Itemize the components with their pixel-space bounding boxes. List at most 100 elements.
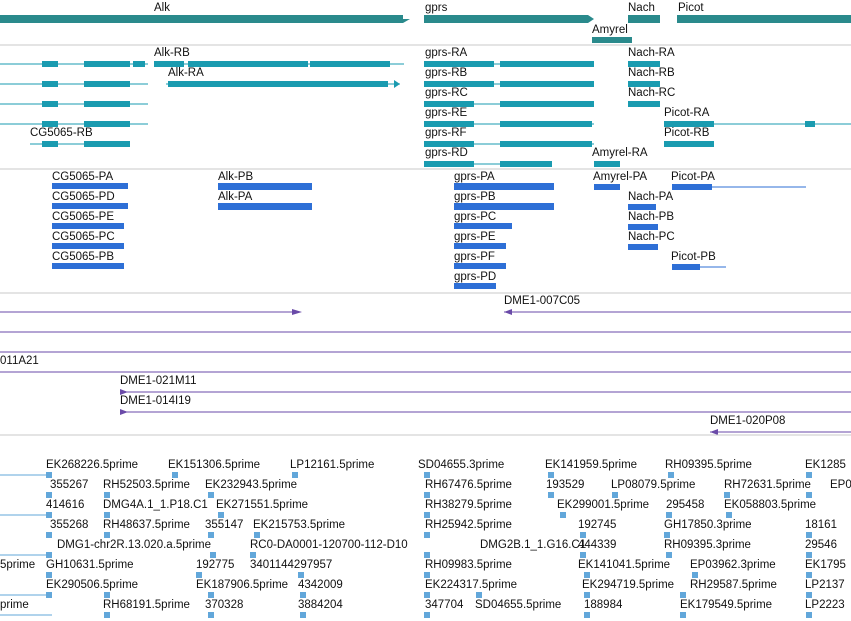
protein-label[interactable]: gprs-PE: [454, 231, 496, 243]
gene-label[interactable]: Picot: [678, 2, 704, 14]
transcript-label[interactable]: Amyrel-RA: [592, 147, 648, 159]
est-label[interactable]: 18161: [805, 519, 837, 531]
gene-glyph[interactable]: [592, 37, 632, 43]
protein-label[interactable]: gprs-PF: [454, 251, 495, 263]
est-label[interactable]: RH25942.5prime: [425, 519, 512, 531]
protein-label[interactable]: CG5065-PC: [52, 231, 115, 243]
transcript-label[interactable]: gprs-RA: [425, 47, 468, 59]
est-label[interactable]: EK294719.5prime: [582, 579, 675, 591]
est-label[interactable]: 355267: [50, 479, 89, 491]
est-label[interactable]: 295458: [666, 499, 705, 511]
protein-label[interactable]: Alk-PB: [218, 171, 254, 183]
est-label[interactable]: EK058803.5prime: [724, 499, 817, 511]
transcript-label[interactable]: Nach-RB: [628, 67, 675, 79]
gene-glyph[interactable]: [677, 15, 851, 23]
clone-label[interactable]: DME1-021M11: [120, 375, 197, 387]
est-label[interactable]: 192775: [196, 559, 235, 571]
est-label[interactable]: 4342009: [298, 579, 343, 591]
est-label[interactable]: GH17850.3prime: [664, 519, 752, 531]
est-label[interactable]: EK151306.5prime: [168, 459, 261, 471]
est-label[interactable]: RH09983.5prime: [425, 559, 512, 571]
est-label[interactable]: 347704: [425, 599, 464, 611]
est-label[interactable]: RH68191.5prime: [103, 599, 190, 611]
est-label[interactable]: SD04655.5prime: [475, 599, 562, 611]
est-label[interactable]: 444339: [578, 539, 617, 551]
est-label[interactable]: RH72631.5prime: [724, 479, 811, 491]
est-label[interactable]: RH09395.3prime: [664, 539, 751, 551]
est-label[interactable]: LP08079.5prime: [611, 479, 696, 491]
gene-label[interactable]: Alk: [154, 2, 170, 14]
est-label[interactable]: EP0: [830, 479, 851, 491]
transcript-label[interactable]: Alk-RA: [168, 67, 204, 79]
protein-label[interactable]: Amyrel-PA: [593, 171, 648, 183]
est-label[interactable]: EK141959.5prime: [545, 459, 638, 471]
transcript-label[interactable]: Picot-RB: [664, 127, 710, 139]
est-label[interactable]: EP03962.3prime: [690, 559, 776, 571]
est-label[interactable]: RH67476.5prime: [425, 479, 512, 491]
est-label[interactable]: EK271551.5prime: [216, 499, 309, 511]
est-label[interactable]: EK1285: [805, 459, 846, 471]
est-label[interactable]: DMG1-chr2R.13.020.a.5prime: [57, 539, 212, 551]
est-label[interactable]: EK187906.5prime: [196, 579, 289, 591]
protein-label[interactable]: gprs-PD: [454, 271, 497, 283]
est-label[interactable]: EK290506.5prime: [46, 579, 139, 591]
protein-label[interactable]: CG5065-PB: [52, 251, 115, 263]
clone-label[interactable]: 011A21: [0, 355, 39, 367]
est-label[interactable]: 355147: [205, 519, 244, 531]
protein-label[interactable]: Alk-PA: [218, 191, 253, 203]
est-label[interactable]: 414616: [46, 499, 85, 511]
est-label[interactable]: 3401144297957: [250, 559, 333, 571]
est-label[interactable]: prime: [0, 599, 29, 611]
clone-label[interactable]: DME1-020P08: [710, 415, 786, 427]
transcript-label[interactable]: Picot-RA: [664, 107, 710, 119]
gene-label[interactable]: Nach: [628, 2, 655, 14]
protein-label[interactable]: gprs-PB: [454, 191, 496, 203]
protein-label[interactable]: Picot-PB: [671, 251, 716, 263]
est-label[interactable]: EK232943.5prime: [205, 479, 298, 491]
est-label[interactable]: RH29587.5prime: [690, 579, 777, 591]
est-label[interactable]: EK224317.5prime: [425, 579, 518, 591]
est-label[interactable]: DMG4A.1_1.P18.C1: [103, 499, 208, 511]
est-label[interactable]: EK1795: [805, 559, 846, 571]
transcript-label[interactable]: Alk-RB: [154, 47, 190, 59]
protein-label[interactable]: Nach-PC: [628, 231, 675, 243]
clone-label[interactable]: DME1-007C05: [504, 295, 581, 307]
est-label[interactable]: LP2137: [805, 579, 845, 591]
protein-label[interactable]: CG5065-PD: [52, 191, 115, 203]
est-label[interactable]: LP12161.5prime: [290, 459, 375, 471]
transcript-label[interactable]: CG5065-RB: [30, 127, 93, 139]
est-label[interactable]: 355268: [50, 519, 89, 531]
protein-label[interactable]: CG5065-PA: [52, 171, 114, 183]
est-label[interactable]: EK141041.5prime: [578, 559, 671, 571]
protein-label[interactable]: gprs-PA: [454, 171, 495, 183]
est-label[interactable]: EK299001.5prime: [557, 499, 650, 511]
est-label[interactable]: RH48637.5prime: [103, 519, 190, 531]
est-label[interactable]: RC0-DA0001-120700-112-D10: [250, 539, 408, 551]
est-label[interactable]: GH10631.5prime: [46, 559, 134, 571]
protein-label[interactable]: gprs-PC: [454, 211, 497, 223]
est-label[interactable]: DMG2B.1_1.G16.C1: [480, 539, 587, 551]
transcript-label[interactable]: gprs-RF: [425, 127, 467, 139]
est-label[interactable]: 192745: [578, 519, 617, 531]
gene-label[interactable]: Amyrel: [592, 24, 628, 36]
est-label[interactable]: EK179549.5prime: [680, 599, 773, 611]
est-label[interactable]: RH09395.5prime: [665, 459, 752, 471]
clone-label[interactable]: DME1-014I19: [120, 395, 191, 407]
est-label[interactable]: EK215753.5prime: [253, 519, 346, 531]
protein-label[interactable]: Nach-PB: [628, 211, 675, 223]
est-label[interactable]: SD04655.3prime: [418, 459, 505, 471]
transcript-label[interactable]: Nach-RA: [628, 47, 675, 59]
gene-glyph[interactable]: [0, 15, 410, 23]
est-label[interactable]: EK268226.5prime: [46, 459, 139, 471]
transcript-label[interactable]: gprs-RE: [425, 107, 468, 119]
est-label[interactable]: 29546: [805, 539, 837, 551]
gene-glyph[interactable]: [628, 15, 660, 23]
gene-label[interactable]: gprs: [425, 2, 448, 14]
transcript-label[interactable]: gprs-RD: [425, 147, 468, 159]
est-label[interactable]: 188984: [584, 599, 623, 611]
gene-glyph[interactable]: [424, 15, 594, 23]
est-label[interactable]: 3884204: [298, 599, 343, 611]
est-label[interactable]: RH38279.5prime: [425, 499, 512, 511]
transcript-label[interactable]: gprs-RB: [425, 67, 468, 79]
